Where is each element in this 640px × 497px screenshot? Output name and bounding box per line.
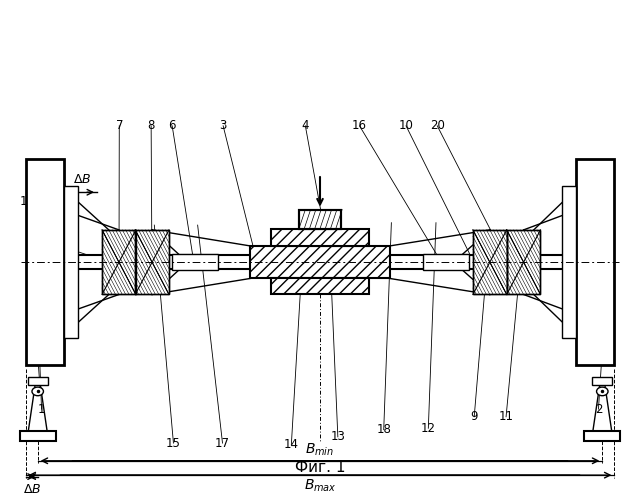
Text: 20: 20 [430,119,445,132]
Bar [576,160,614,365]
Bar [250,246,390,278]
Bar [562,186,576,338]
Bar [423,254,469,270]
Text: 19: 19 [19,195,35,208]
Text: $\Delta B$: $\Delta B$ [73,173,92,186]
Text: 10: 10 [399,119,413,132]
Bar [135,230,169,295]
Text: 5: 5 [29,230,37,244]
Text: 14: 14 [284,438,299,451]
Text: 11: 11 [499,410,513,423]
Bar [507,230,540,295]
Text: 21: 21 [30,281,45,294]
Bar [507,230,540,295]
Bar [473,230,507,295]
Text: 2: 2 [595,403,602,415]
Text: 7: 7 [116,119,123,132]
Bar [20,431,56,441]
Text: 16: 16 [352,119,367,132]
Bar [299,210,341,229]
Text: 13: 13 [330,430,345,443]
Bar [584,431,620,441]
Text: 15: 15 [166,436,181,450]
Text: $\Delta B$: $\Delta B$ [23,483,42,497]
Text: 6: 6 [168,119,176,132]
Text: 9: 9 [470,410,478,423]
Text: 1: 1 [38,403,45,415]
Text: 12: 12 [421,422,436,435]
Bar [28,377,48,385]
Bar [473,230,507,295]
Circle shape [32,387,44,396]
Bar [135,230,169,295]
Text: $B_{min}$: $B_{min}$ [305,441,335,458]
Bar [102,230,136,295]
Bar [58,255,582,269]
Bar [102,230,136,295]
Bar [299,210,341,229]
Text: $B_{max}$: $B_{max}$ [303,478,337,495]
Text: 3: 3 [220,119,227,132]
Bar [64,186,78,338]
Text: Фиг. 1: Фиг. 1 [295,460,345,475]
Bar [592,377,612,385]
Bar [271,229,369,246]
Text: 4: 4 [301,119,309,132]
Bar [271,278,369,294]
Circle shape [596,387,608,396]
Text: 8: 8 [147,119,155,132]
Bar [26,160,64,365]
Text: 18: 18 [376,423,391,436]
Text: 17: 17 [215,436,230,450]
Bar [172,254,218,270]
